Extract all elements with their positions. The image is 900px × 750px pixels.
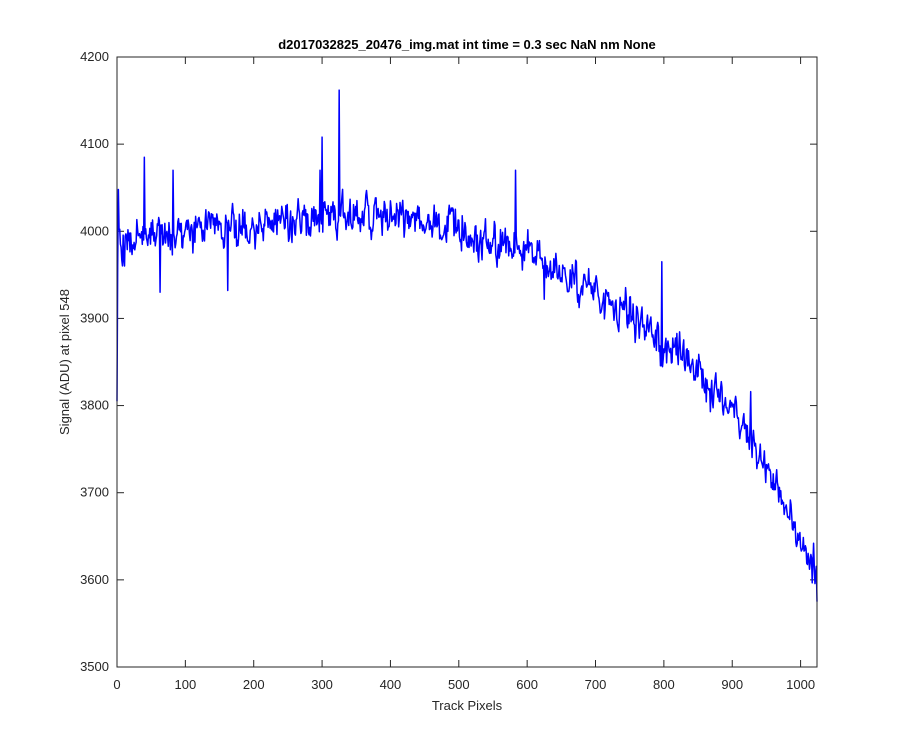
y-axis-ticks: 3500 3600 3700 3800 3900 4000 4100 4200 <box>80 49 817 674</box>
axes-box <box>116 56 818 668</box>
x-tick-label: 800 <box>653 677 675 692</box>
x-tick-label: 900 <box>721 677 743 692</box>
y-tick-label: 3600 <box>80 572 109 587</box>
x-tick-label: 500 <box>448 677 470 692</box>
x-tick-label: 200 <box>243 677 265 692</box>
y-tick-label: 3900 <box>80 310 109 325</box>
y-tick-label: 4000 <box>80 223 109 238</box>
y-tick-label: 3800 <box>80 398 109 413</box>
y-tick-label: 4200 <box>80 49 109 64</box>
x-tick-label: 1000 <box>786 677 815 692</box>
y-tick-label: 3500 <box>80 659 109 674</box>
y-tick-label: 4100 <box>80 136 109 151</box>
x-axis-title: Track Pixels <box>432 698 503 713</box>
x-axis-ticks: 0 100 200 300 400 500 600 700 800 900 1000 <box>113 57 815 692</box>
series-line <box>116 89 818 602</box>
x-tick-label: 600 <box>516 677 538 692</box>
x-tick-label: 300 <box>311 677 333 692</box>
x-tick-label: 0 <box>113 677 120 692</box>
x-tick-label: 100 <box>175 677 197 692</box>
axes-background <box>117 57 817 667</box>
chart-title: d2017032825_20476_img.mat int time = 0.3… <box>278 37 656 52</box>
y-axis-title: Signal (ADU) at pixel 548 <box>57 289 72 435</box>
x-tick-label: 700 <box>585 677 607 692</box>
x-tick-label: 400 <box>380 677 402 692</box>
y-tick-label: 3700 <box>80 485 109 500</box>
